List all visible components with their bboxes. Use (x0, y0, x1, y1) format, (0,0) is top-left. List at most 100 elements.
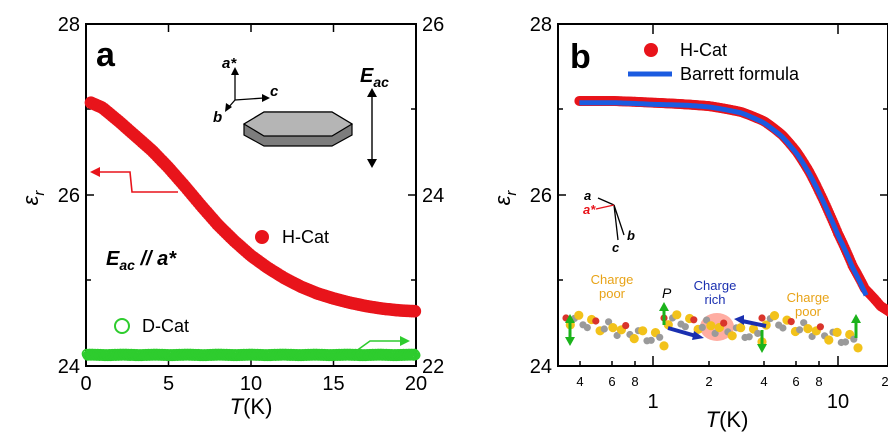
b-atom (800, 319, 808, 327)
a-dcat-series (81, 348, 421, 362)
b-xtick-1: 1 (647, 391, 658, 413)
b-inset-poor-right-1: Charge (787, 290, 830, 305)
a-ytick-left-28: 28 (58, 14, 80, 36)
svg-text:εr: εr (490, 190, 520, 206)
b-atom (720, 319, 728, 327)
b-inset-poor-left-2: poor (599, 286, 626, 301)
a-ytick-left-26: 26 (58, 185, 80, 207)
b-xminor-6a: 6 (608, 374, 615, 389)
panel-a: 0 5 10 15 20 28 26 24 26 24 22 εr T(K) a… (18, 14, 444, 419)
b-axis-astar: a* (583, 202, 596, 217)
b-atom (711, 329, 719, 337)
b-axis-a: a (584, 188, 591, 203)
b-atom (672, 310, 682, 320)
a-xtick-20: 20 (405, 373, 427, 395)
a-eac-arrow (367, 88, 377, 168)
b-atom (706, 321, 716, 331)
a-ylabel-symbol: ε (18, 195, 43, 205)
a-legend-dcat-label: D-Cat (142, 316, 189, 336)
a-eac-label: Eac (360, 65, 389, 90)
a-ytick-right-24: 24 (422, 185, 444, 207)
b-inset-poor-right-2: poor (795, 304, 822, 319)
b-atom (574, 310, 584, 320)
a-crystal-plate (242, 111, 354, 147)
a-xtick-15: 15 (322, 373, 344, 395)
b-atom (608, 323, 618, 333)
b-axis-b: b (627, 228, 635, 243)
a-cond-sub: ac (119, 257, 135, 273)
b-atom (779, 324, 787, 332)
a-left-axis-arrow (90, 167, 178, 193)
b-atom (769, 311, 780, 321)
a-xtick-5: 5 (163, 373, 174, 395)
b-legend-hcat-marker (644, 43, 658, 57)
b-atom (659, 341, 669, 351)
panel-b: 28 26 24 1 10 4 6 8 2 4 6 8 2 εr T(K) b … (490, 14, 888, 432)
b-ytick-24: 24 (530, 356, 552, 378)
panel-a-label: a (96, 36, 116, 74)
b-atom (622, 322, 630, 330)
a-dcat-point (410, 349, 421, 361)
a-xlabel-T: T (230, 394, 245, 419)
b-xminor-8b: 8 (815, 374, 822, 389)
b-xminor-2b: 2 (881, 374, 888, 389)
b-xtick-10: 10 (827, 391, 849, 413)
b-ylabel-symbol: ε (490, 195, 515, 205)
b-atom (690, 316, 698, 324)
b-legend-barrett-label: Barrett formula (680, 64, 800, 84)
b-atom (754, 329, 762, 337)
a-xtick-0: 0 (80, 373, 91, 395)
a-legend-hcat-label: H-Cat (282, 227, 329, 247)
b-atom (824, 335, 834, 345)
a-xlabel-unit: (K) (243, 394, 272, 419)
a-eac-sub: ac (373, 74, 389, 90)
b-atom (853, 343, 863, 353)
a-axis-c: c (270, 83, 279, 100)
b-atom (796, 326, 804, 334)
a-ylabel-sub: r (31, 190, 48, 196)
b-atom (727, 331, 737, 341)
b-xminor-6b: 6 (792, 374, 799, 389)
b-inset-rich-1: Charge (694, 278, 737, 293)
b-atom (787, 318, 795, 326)
a-hcat-point (408, 304, 422, 318)
b-ytick-26: 26 (530, 185, 552, 207)
b-atom (592, 317, 600, 325)
a-cond-main: E (106, 248, 120, 270)
b-molecule-atoms (562, 310, 863, 353)
b-xminor-8a: 8 (631, 374, 638, 389)
a-cond-rest: // a* (135, 248, 177, 270)
b-xlabel-unit: (K) (719, 407, 748, 432)
b-crystal-axes (595, 197, 625, 241)
panel-b-label: b (570, 38, 591, 76)
a-legend-hcat-marker (255, 230, 269, 244)
a-legend-dcat-marker (114, 318, 130, 334)
b-atom (583, 324, 591, 332)
b-atom (758, 314, 766, 322)
a-axis-b: b (213, 109, 222, 126)
b-atom (656, 333, 664, 341)
b-axis-c: c (612, 240, 620, 255)
b-polarization-arrows (667, 315, 767, 340)
b-inset-P: P (662, 285, 672, 301)
b-molecule-inset (562, 302, 863, 353)
b-ytick-28: 28 (530, 14, 552, 36)
b-xminor-2a: 2 (705, 374, 712, 389)
b-barrett-line (579, 100, 869, 297)
b-atom (600, 325, 608, 333)
a-axis-astar: a* (222, 55, 237, 72)
b-atom (647, 336, 655, 344)
b-green-arrows (565, 302, 861, 353)
a-condition-text: Eac // a* (106, 248, 177, 273)
b-xminor-4b: 4 (760, 374, 767, 389)
b-atom (629, 334, 639, 344)
a-xtick-10: 10 (240, 373, 262, 395)
b-atom (803, 324, 813, 334)
b-atom (605, 318, 613, 326)
a-xlabel: T(K) (230, 394, 273, 419)
a-ylabel: εr (18, 190, 48, 206)
b-atom (681, 323, 689, 331)
b-inset-rich-2: rich (705, 292, 726, 307)
b-atom (841, 338, 850, 346)
